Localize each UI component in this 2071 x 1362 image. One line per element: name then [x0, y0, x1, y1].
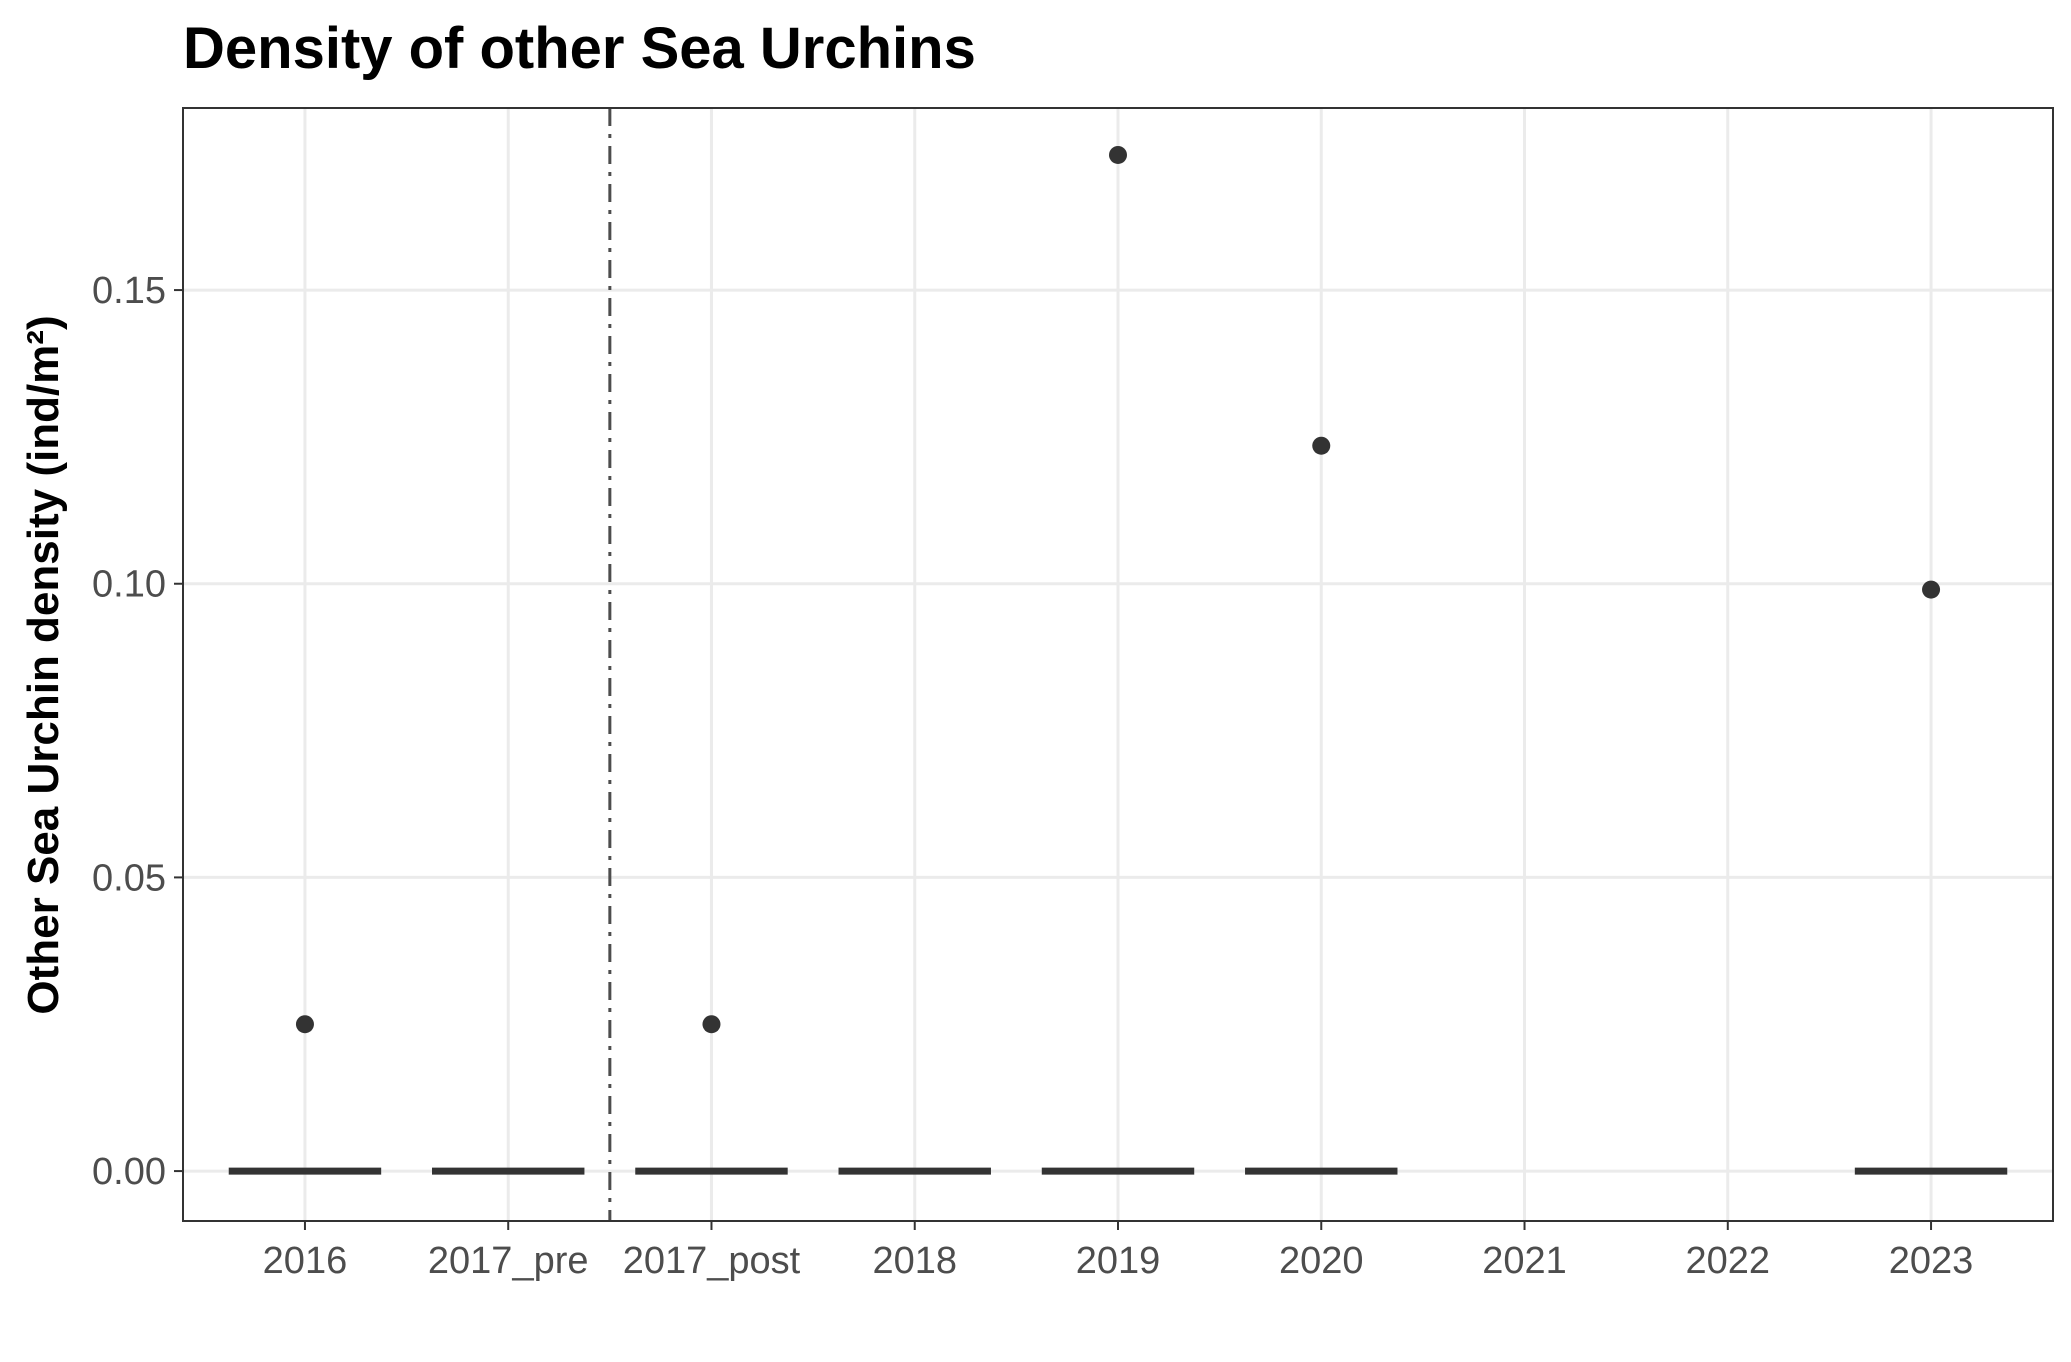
x-tick-label: 2018 — [872, 1240, 957, 1282]
y-tick-label: 0.00 — [92, 1151, 166, 1193]
x-tick-label: 2017_post — [623, 1240, 801, 1282]
y-axis-title: Other Sea Urchin density (ind/m²) — [19, 315, 68, 1014]
y-tick-label: 0.05 — [92, 857, 166, 899]
outlier-point-2017_post — [702, 1015, 721, 1034]
axis-layer: 0.00 0.05 0.10 0.15 2016 2017_pre 2017_post 201… — [92, 270, 1973, 1282]
data-layer — [228, 108, 2008, 1221]
x-tick-label: 2020 — [1279, 1240, 1364, 1282]
outlier-point-2016 — [295, 1015, 314, 1034]
y-tick-label: 0.15 — [92, 270, 166, 312]
x-tick-label: 2021 — [1482, 1240, 1567, 1282]
x-tick-label: 2023 — [1889, 1240, 1974, 1282]
x-tick-label: 2022 — [1686, 1240, 1771, 1282]
x-tick-label: 2016 — [263, 1240, 348, 1282]
y-tick-label: 0.10 — [92, 564, 166, 606]
x-tick-label: 2017_pre — [428, 1240, 589, 1282]
outlier-point-2020 — [1312, 436, 1331, 455]
chart-title: Density of other Sea Urchins — [183, 16, 976, 81]
outlier-point-2023 — [1922, 580, 1941, 599]
outlier-point-2019 — [1109, 145, 1127, 164]
x-tick-label: 2019 — [1076, 1240, 1161, 1282]
grid-layer — [183, 108, 2053, 1221]
